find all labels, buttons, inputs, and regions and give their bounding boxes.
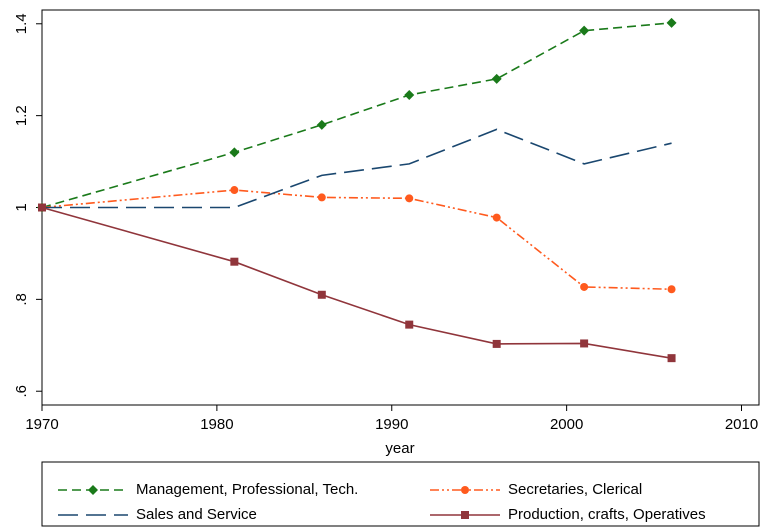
data-point	[492, 213, 501, 222]
data-point	[230, 186, 239, 195]
legend-label: Sales and Service	[136, 506, 257, 523]
data-point	[405, 194, 414, 203]
data-point	[667, 285, 676, 294]
data-point	[405, 320, 414, 329]
series-line	[42, 128, 672, 209]
data-point	[666, 17, 677, 28]
legend-marker	[461, 486, 469, 494]
data-point	[229, 147, 240, 158]
y-tick-label: 1.4	[13, 13, 30, 34]
legend-marker	[88, 485, 98, 495]
x-axis-title: year	[385, 440, 414, 457]
data-point	[404, 89, 415, 100]
legend-marker	[461, 511, 469, 519]
series-line	[41, 206, 672, 359]
series-line	[41, 22, 672, 209]
data-point	[38, 203, 46, 212]
legend-label: Secretaries, Clerical	[508, 481, 642, 498]
data-point	[667, 354, 676, 363]
data-point	[317, 193, 326, 202]
data-point	[317, 290, 326, 299]
x-tick-label: 1970	[25, 416, 58, 433]
data-point	[579, 25, 590, 36]
y-tick-label: 1	[13, 203, 30, 211]
data-point	[230, 257, 239, 266]
x-tick-label: 2010	[725, 416, 758, 433]
legend-label: Production, crafts, Operatives	[508, 506, 706, 523]
x-tick-label: 1990	[375, 416, 408, 433]
data-point	[580, 339, 589, 348]
data-point	[316, 119, 327, 130]
series-line	[41, 189, 672, 291]
plot-frame	[41, 9, 760, 406]
y-tick-label: .6	[13, 385, 30, 398]
x-tick-label: 2000	[550, 416, 583, 433]
x-tick-label: 1980	[200, 416, 233, 433]
data-point	[492, 339, 501, 348]
data-point	[580, 282, 589, 291]
data-point	[491, 73, 502, 84]
y-tick-label: 1.2	[13, 105, 30, 126]
legend-label: Management, Professional, Tech.	[136, 481, 358, 498]
y-tick-label: .8	[13, 293, 30, 306]
legend-frame	[41, 461, 760, 527]
